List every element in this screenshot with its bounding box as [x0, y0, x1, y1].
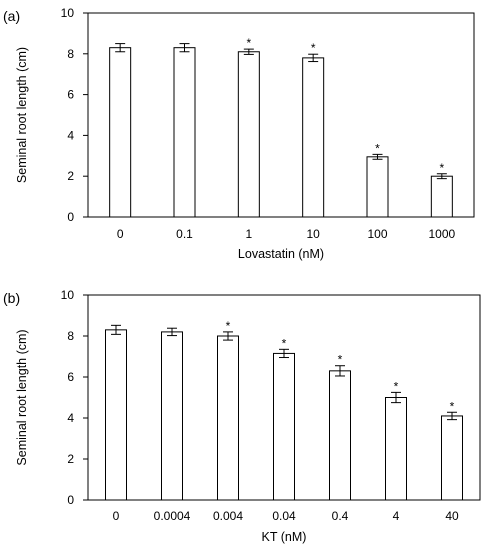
- bar: [173, 47, 196, 218]
- y-tick-label: 2: [67, 452, 74, 466]
- x-tick-label: 0.4: [332, 509, 349, 523]
- x-tick-label: 1000: [428, 227, 455, 241]
- bar: [366, 156, 389, 218]
- x-axis-label: KT (nM): [262, 530, 307, 544]
- bar: [105, 329, 127, 501]
- y-tick-label: 0: [67, 210, 74, 224]
- bar: [273, 352, 295, 501]
- significance-mark: *: [226, 319, 231, 333]
- significance-mark: *: [246, 36, 251, 50]
- significance-mark: *: [338, 353, 343, 367]
- y-tick-label: 4: [67, 128, 74, 142]
- x-tick-label: 0.1: [176, 227, 193, 241]
- significance-mark: *: [439, 161, 444, 175]
- y-tick-label: 0: [67, 493, 74, 507]
- bar: [217, 335, 239, 501]
- y-tick-label: 6: [67, 370, 74, 384]
- significance-mark: *: [394, 379, 399, 393]
- y-tick-label: 8: [67, 329, 74, 343]
- significance-mark: *: [311, 41, 316, 55]
- significance-mark: *: [375, 141, 380, 155]
- x-tick-label: 1: [245, 227, 252, 241]
- y-tick-label: 10: [61, 288, 75, 302]
- bar: [430, 175, 453, 218]
- bar: [302, 57, 325, 218]
- bar: [329, 370, 351, 501]
- plot-frame: [87, 12, 475, 218]
- panel-label: (b): [3, 290, 20, 306]
- x-tick-label: 10: [306, 227, 320, 241]
- x-tick-label: 40: [445, 509, 459, 523]
- y-tick-label: 6: [67, 88, 74, 102]
- y-tick-label: 8: [67, 47, 74, 61]
- y-tick-label: 2: [67, 169, 74, 183]
- bar: [441, 415, 463, 501]
- y-axis-label: Seminal root length (cm): [15, 47, 29, 183]
- y-tick-label: 4: [67, 411, 74, 425]
- significance-mark: *: [282, 336, 287, 350]
- y-axis-label: Seminal root length (cm): [15, 329, 29, 465]
- bar: [161, 331, 183, 501]
- y-tick-label: 10: [61, 6, 75, 20]
- x-tick-label: 0: [117, 227, 124, 241]
- x-tick-label: 4: [393, 509, 400, 523]
- x-tick-label: 100: [367, 227, 387, 241]
- x-tick-label: 0.0004: [154, 509, 191, 523]
- x-axis-label: Lovastatin (nM): [238, 247, 324, 261]
- panel-label: (a): [3, 8, 20, 24]
- significance-mark: *: [450, 399, 455, 413]
- bar: [109, 47, 132, 218]
- bar: [237, 51, 260, 218]
- x-tick-label: 0.004: [213, 509, 243, 523]
- bar: [385, 397, 407, 501]
- x-tick-label: 0: [113, 509, 120, 523]
- x-tick-label: 0.04: [272, 509, 296, 523]
